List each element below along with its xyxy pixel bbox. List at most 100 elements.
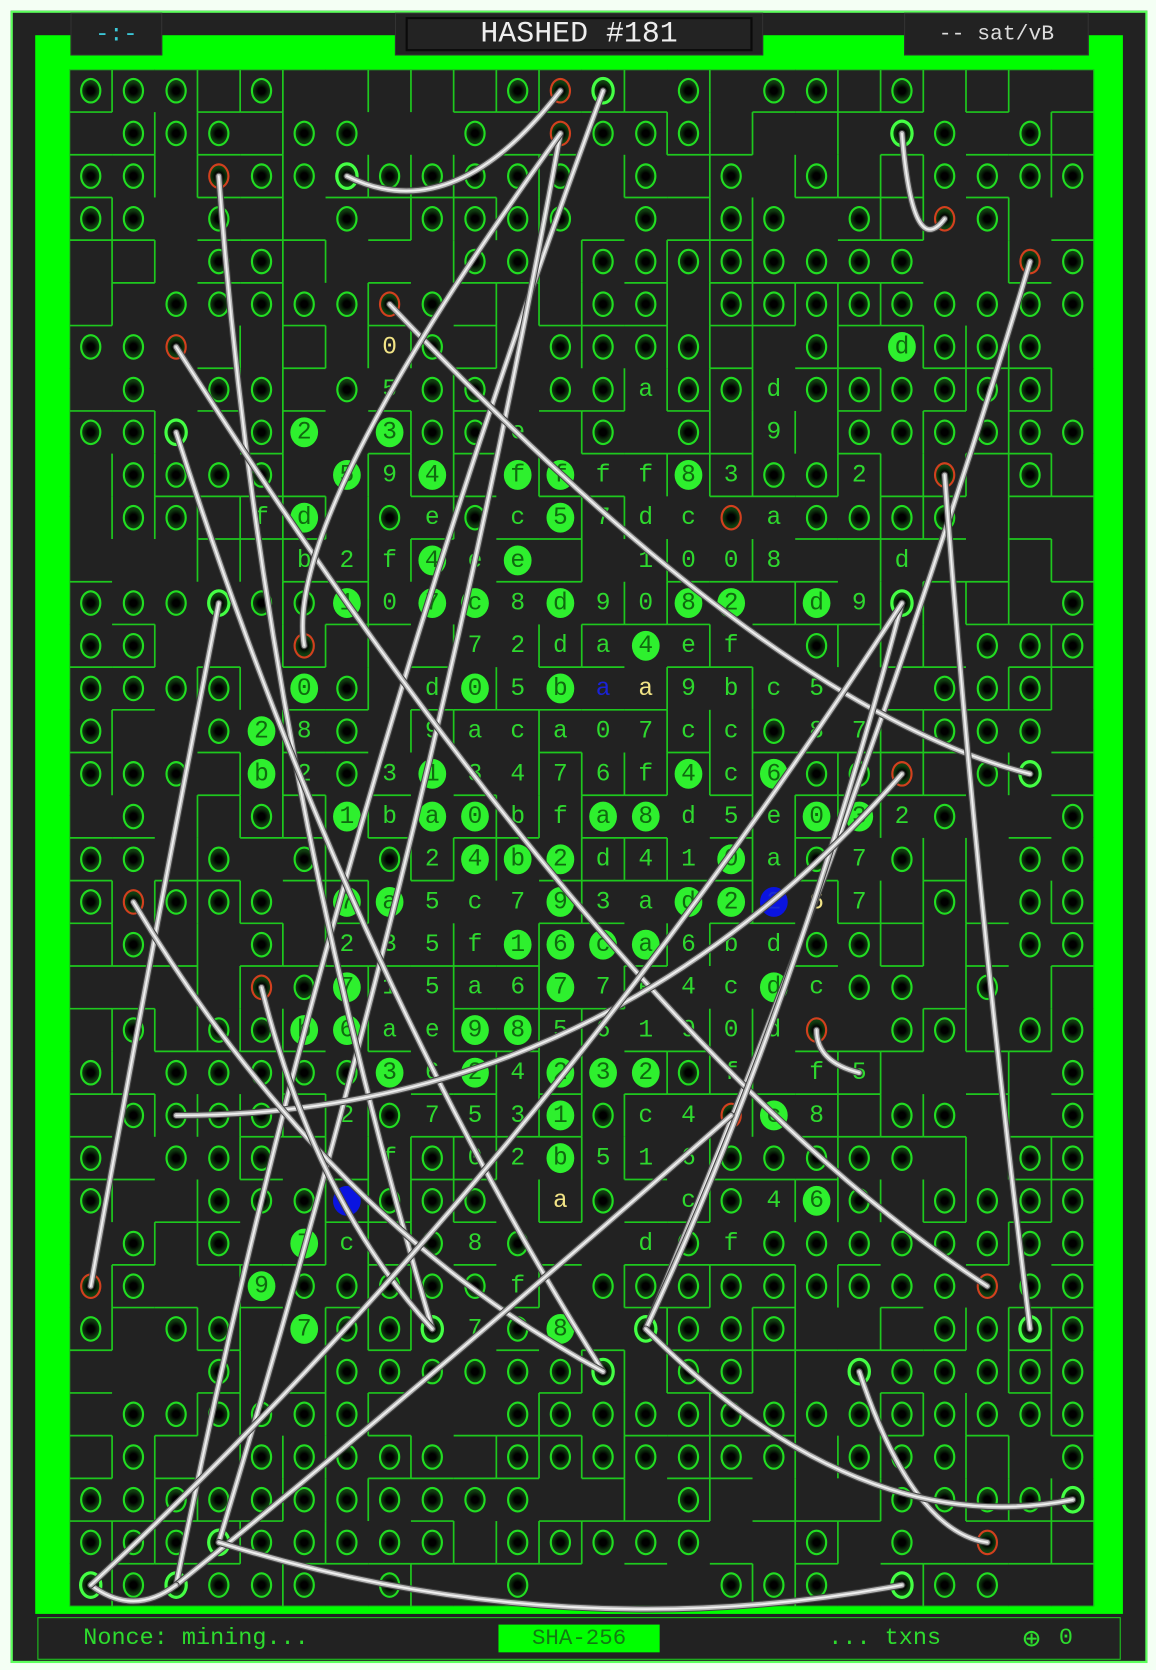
socket-icon[interactable]	[976, 718, 999, 744]
socket-icon[interactable]	[122, 419, 145, 446]
socket-icon[interactable]	[891, 248, 913, 275]
socket-icon[interactable]	[763, 206, 785, 232]
socket-icon[interactable]	[80, 675, 102, 702]
socket-icon[interactable]	[165, 675, 187, 702]
socket-icon[interactable]	[208, 846, 230, 873]
patch-wire[interactable]	[299, 129, 564, 650]
socket-icon[interactable]	[549, 334, 572, 360]
socket-icon[interactable]	[122, 163, 145, 189]
socket-icon[interactable]	[165, 889, 187, 915]
socket-icon[interactable]	[848, 206, 870, 232]
socket-icon[interactable]	[1062, 419, 1084, 446]
socket-icon[interactable]	[208, 462, 230, 488]
socket-icon[interactable]	[250, 376, 273, 403]
socket-icon[interactable]	[677, 77, 700, 104]
socket-icon[interactable]	[250, 291, 273, 318]
socket-icon[interactable]	[1019, 1188, 1041, 1214]
socket-icon[interactable]	[763, 77, 785, 104]
socket-icon[interactable]	[507, 248, 529, 275]
patch-wire[interactable]	[172, 87, 607, 1589]
socket-icon[interactable]	[165, 291, 187, 318]
socket-icon[interactable]	[933, 889, 956, 915]
socket-icon[interactable]	[1062, 1102, 1084, 1129]
socket-icon[interactable]	[1062, 1145, 1084, 1171]
socket-icon[interactable]	[677, 120, 700, 147]
socket-icon[interactable]	[1062, 803, 1084, 830]
socket-icon[interactable]	[933, 419, 956, 446]
socket-icon[interactable]	[122, 632, 145, 659]
socket-icon[interactable]	[763, 248, 785, 275]
socket-icon[interactable]	[635, 248, 657, 275]
socket-icon[interactable]	[1062, 1059, 1084, 1086]
socket-icon[interactable]	[592, 334, 614, 360]
socket-icon[interactable]	[1062, 1188, 1084, 1214]
socket-icon[interactable]	[848, 376, 870, 403]
patch-wire[interactable]	[898, 129, 949, 233]
socket-icon[interactable]	[592, 1102, 614, 1129]
socket-icon[interactable]	[421, 419, 443, 446]
socket-icon[interactable]	[1019, 376, 1041, 403]
patch-wire[interactable]	[215, 1538, 906, 1613]
socket-icon[interactable]	[933, 1188, 956, 1214]
socket-icon[interactable]	[80, 163, 102, 189]
socket-icon[interactable]	[250, 889, 273, 915]
socket-icon[interactable]	[1019, 334, 1041, 360]
socket-icon[interactable]	[592, 120, 614, 147]
socket-icon[interactable]	[165, 120, 187, 147]
socket-icon[interactable]	[720, 248, 742, 275]
socket-icon[interactable]	[250, 803, 273, 830]
socket-icon[interactable]	[1019, 846, 1041, 873]
patch-wire[interactable]	[172, 1111, 735, 1589]
socket-icon[interactable]	[1019, 718, 1041, 744]
socket-icon[interactable]	[293, 120, 315, 147]
socket-icon[interactable]	[80, 1188, 102, 1214]
patch-wire[interactable]	[813, 1026, 863, 1077]
socket-icon[interactable]	[1062, 632, 1084, 659]
socket-icon[interactable]	[805, 462, 828, 488]
socket-icon[interactable]	[80, 1145, 102, 1171]
socket-icon[interactable]	[122, 846, 145, 873]
socket-icon[interactable]	[122, 761, 145, 787]
socket-icon[interactable]	[720, 163, 742, 189]
socket-icon[interactable]	[336, 761, 358, 787]
socket-icon[interactable]	[165, 590, 187, 616]
socket-icon[interactable]	[635, 120, 657, 147]
socket-icon[interactable]	[293, 291, 315, 318]
socket-icon[interactable]	[1019, 419, 1041, 446]
socket-icon[interactable]	[891, 846, 913, 873]
socket-icon[interactable]	[848, 291, 870, 318]
socket-icon[interactable]	[891, 376, 913, 403]
socket-icon[interactable]	[848, 248, 870, 275]
socket-icon[interactable]	[208, 889, 230, 915]
socket-icon[interactable]	[677, 376, 700, 403]
socket-icon[interactable]	[80, 334, 102, 360]
socket-icon[interactable]	[122, 206, 145, 232]
socket-icon[interactable]	[165, 1059, 187, 1086]
socket-icon[interactable]	[293, 163, 315, 189]
socket-icon[interactable]	[421, 206, 443, 232]
socket-icon[interactable]	[250, 248, 273, 275]
socket-icon[interactable]	[720, 206, 742, 232]
socket-icon[interactable]	[80, 590, 102, 616]
socket-icon[interactable]	[80, 632, 102, 659]
socket-icon[interactable]	[891, 1145, 913, 1171]
socket-icon[interactable]	[1019, 462, 1041, 488]
socket-icon[interactable]	[933, 1102, 956, 1129]
socket-icon[interactable]	[1062, 1017, 1084, 1043]
socket-icon[interactable]	[933, 675, 956, 702]
socket-icon[interactable]	[677, 334, 700, 360]
socket-icon[interactable]	[208, 376, 230, 403]
socket-icon[interactable]	[848, 504, 870, 531]
socket-icon[interactable]	[805, 291, 828, 318]
socket-icon[interactable]	[677, 248, 700, 275]
socket-icon[interactable]	[378, 1102, 401, 1129]
socket-icon[interactable]	[421, 376, 443, 403]
socket-icon[interactable]	[677, 1059, 700, 1086]
socket-icon[interactable]	[805, 248, 828, 275]
socket-icon[interactable]	[805, 376, 828, 403]
socket-icon[interactable]	[80, 889, 102, 915]
socket-icon[interactable]	[1062, 590, 1084, 616]
socket-icon[interactable]	[1062, 163, 1084, 189]
socket-icon[interactable]	[720, 376, 742, 403]
socket-icon[interactable]	[208, 120, 230, 147]
